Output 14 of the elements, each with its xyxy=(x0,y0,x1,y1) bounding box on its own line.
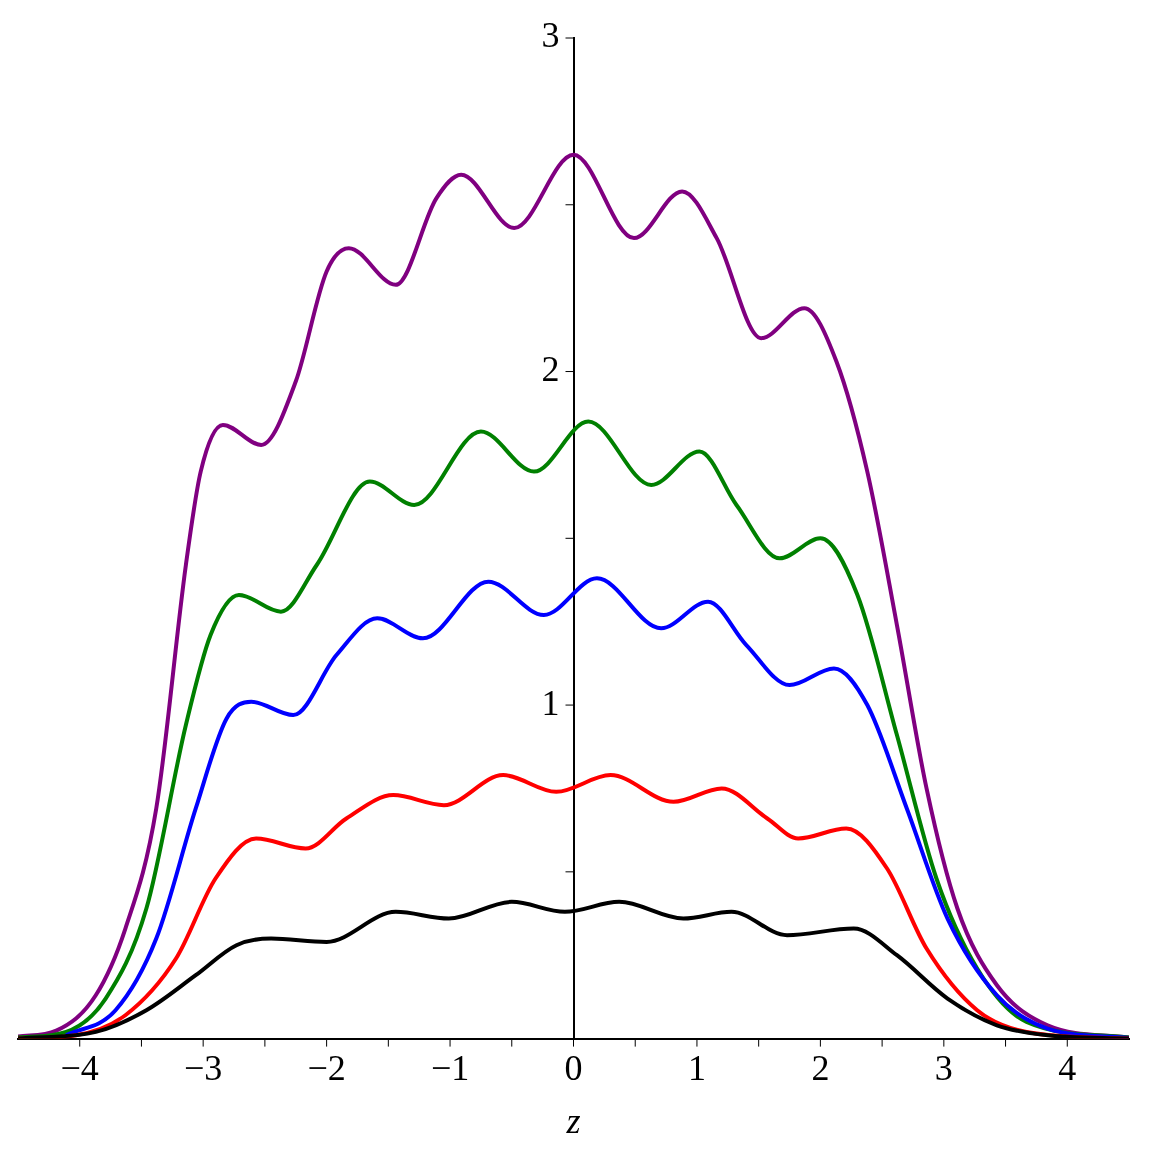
y-tick-label: 2 xyxy=(541,348,560,389)
x-tick-label: 4 xyxy=(1058,1047,1077,1088)
x-tick-label: −3 xyxy=(184,1047,223,1088)
x-tick-label: −4 xyxy=(60,1047,99,1088)
y-tick-label: 3 xyxy=(541,15,560,56)
x-tick-label: 3 xyxy=(934,1047,953,1088)
y-tick-label: 1 xyxy=(541,682,560,723)
x-tick-label: −1 xyxy=(430,1047,470,1088)
x-axis-title: z xyxy=(565,1100,581,1141)
x-tick-label: 1 xyxy=(687,1047,706,1088)
line-series xyxy=(64,576,1129,1039)
x-tick-label: 0 xyxy=(564,1047,583,1088)
x-tick-label: −2 xyxy=(307,1047,346,1088)
x-tick-label: 2 xyxy=(811,1047,830,1088)
